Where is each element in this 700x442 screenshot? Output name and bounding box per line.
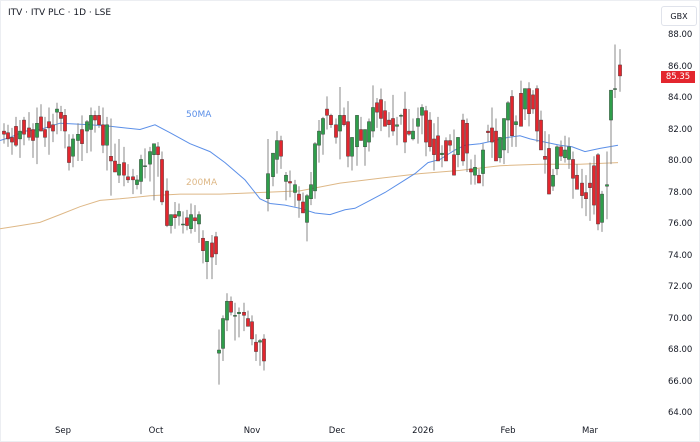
y-tick-label: 66.00: [668, 376, 693, 387]
x-tick-label: Sep: [54, 426, 72, 436]
y-tick-label: 82.00: [668, 124, 693, 135]
y-tick-label: 78.00: [668, 187, 693, 198]
x-tick-label: Feb: [500, 426, 516, 436]
y-tick-label: 70.00: [668, 313, 693, 324]
y-tick-label: 68.00: [668, 345, 693, 355]
candles: [2, 44, 622, 385]
ma50-line: [0, 122, 619, 216]
currency-button[interactable]: GBX: [661, 6, 697, 26]
y-tick-label: 84.00: [668, 93, 693, 103]
chart-title: ITV · ITV PLC · 1D · LSE: [8, 8, 112, 18]
50ma-label: 50MA: [186, 110, 212, 120]
y-tick-label: 72.00: [668, 282, 693, 292]
x-tick-label: Dec: [328, 426, 346, 436]
x-tick-label: Oct: [148, 426, 164, 436]
y-tick-label: 88.00: [668, 30, 693, 40]
y-tick-label: 74.00: [668, 250, 693, 261]
y-tick-label: 76.00: [668, 219, 693, 229]
200ma-label: 200MA: [186, 178, 218, 188]
x-tick-label: 2026: [412, 426, 434, 436]
last-price-label: 85.35: [661, 70, 695, 83]
x-tick-label: Nov: [243, 426, 261, 436]
y-tick-label: 64.00: [668, 408, 693, 418]
y-tick-label: 80.00: [668, 156, 693, 166]
x-tick-label: Mar: [581, 426, 599, 436]
ma200-line: [0, 162, 619, 230]
y-tick-label: 86.00: [668, 61, 693, 72]
